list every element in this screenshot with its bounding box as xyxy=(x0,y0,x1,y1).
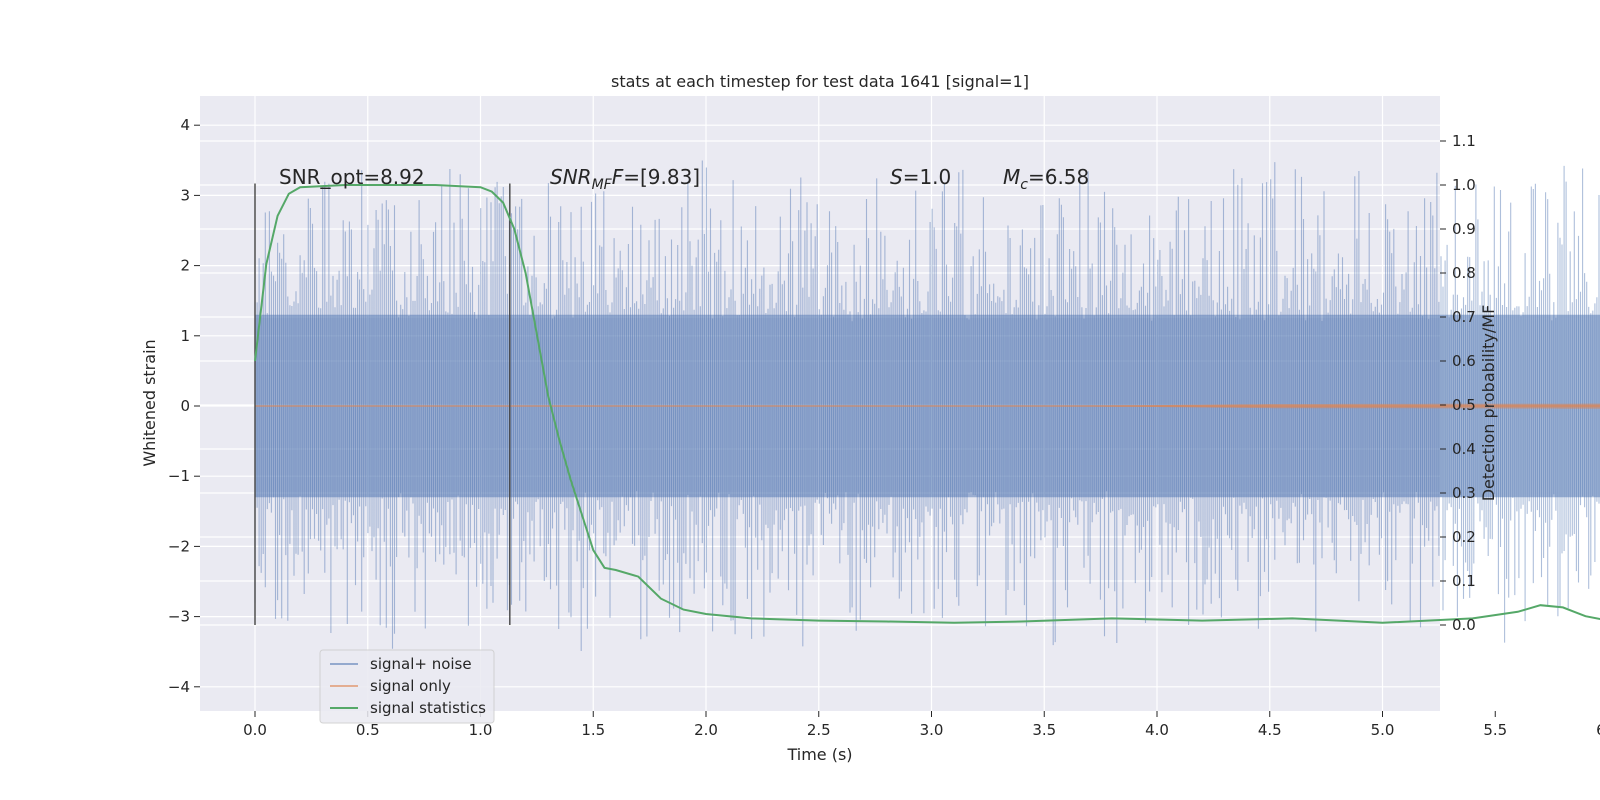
y-right-axis-label: Detection probability/MF xyxy=(1479,305,1498,502)
x-axis-label: Time (s) xyxy=(786,745,852,764)
y-right-tick-label: 0.2 xyxy=(1452,528,1476,546)
annotation-s: S=1.0 xyxy=(890,165,951,189)
y-tick-label: −2 xyxy=(168,537,190,555)
chart-title: stats at each timestep for test data 164… xyxy=(611,72,1029,91)
y-tick-label: −3 xyxy=(168,608,190,626)
legend-label-signal-statistics: signal statistics xyxy=(370,699,486,717)
y-right-tick-label: 0.8 xyxy=(1452,264,1476,282)
x-tick-label: 4.0 xyxy=(1145,721,1169,739)
x-axis-ticks: 0.00.51.01.52.02.53.03.54.04.55.05.56.06… xyxy=(243,711,1600,739)
x-tick-label: 5.5 xyxy=(1483,721,1507,739)
x-tick-label: 0.5 xyxy=(356,721,380,739)
legend-label-signal-only: signal only xyxy=(370,677,451,695)
y-right-tick-label: 1.0 xyxy=(1452,176,1476,194)
x-tick-label: 4.5 xyxy=(1258,721,1282,739)
x-tick-label: 3.5 xyxy=(1032,721,1056,739)
y-right-axis-ticks: 1.1 1.0 0.9 0.8 0.7 0.6 0.5 0.4 0.3 0.2 0.1 0.0 xyxy=(1440,132,1476,634)
statistics-line xyxy=(254,184,1600,624)
x-tick-label: 6.0 xyxy=(1596,721,1600,739)
y-tick-label: −4 xyxy=(168,678,190,696)
annotation-snr-opt: SNR_opt=8.92 xyxy=(279,165,425,189)
y-axis-ticks: 4 3 2 1 0 −1 −2 −3 −4 xyxy=(168,116,200,696)
x-tick-label: 3.0 xyxy=(920,721,944,739)
y-tick-label: 1 xyxy=(180,327,190,345)
series-signal-only xyxy=(255,403,1600,409)
x-tick-label: 1.0 xyxy=(469,721,493,739)
y-tick-label: −1 xyxy=(168,467,190,485)
annotation-snr-mf: SNRMFF=[9.83] xyxy=(550,165,700,193)
y-right-tick-label: 0.0 xyxy=(1452,616,1476,634)
x-tick-label: 5.0 xyxy=(1371,721,1395,739)
y-right-tick-label: 0.3 xyxy=(1452,484,1476,502)
y-right-tick-label: 0.5 xyxy=(1452,396,1476,414)
y-right-tick-label: 0.6 xyxy=(1452,352,1476,370)
series-signal-statistics xyxy=(254,184,1600,624)
vertical-markers xyxy=(254,183,511,626)
x-tick-label: 1.5 xyxy=(581,721,605,739)
annotation-mc: Mc=6.58 xyxy=(1003,165,1089,193)
y-right-tick-label: 0.4 xyxy=(1452,440,1476,458)
y-right-tick-label: 0.1 xyxy=(1452,572,1476,590)
legend: signal+ noise signal only signal statist… xyxy=(319,649,495,724)
y-right-tick-label: 0.9 xyxy=(1452,220,1476,238)
y-right-tick-label: 0.7 xyxy=(1452,308,1476,326)
y-tick-label: 3 xyxy=(180,186,190,204)
x-tick-label: 2.0 xyxy=(694,721,718,739)
x-tick-label: 2.5 xyxy=(807,721,831,739)
y-tick-label: 0 xyxy=(180,397,190,415)
legend-label-signal-noise: signal+ noise xyxy=(370,655,472,673)
chirp-envelope xyxy=(255,403,1600,409)
y-tick-label: 2 xyxy=(180,257,190,275)
legend-box xyxy=(319,649,495,724)
y-tick-label: 4 xyxy=(180,116,190,134)
x-tick-label: 0.0 xyxy=(243,721,267,739)
y-axis-label: Whitened strain xyxy=(140,339,159,466)
y-right-tick-label: 1.1 xyxy=(1452,132,1476,150)
